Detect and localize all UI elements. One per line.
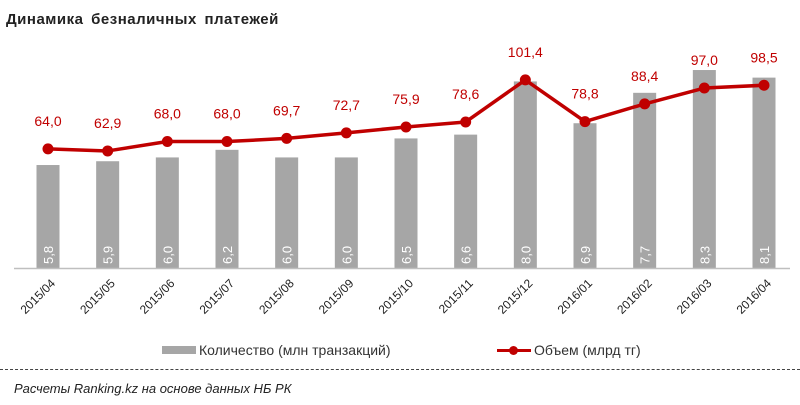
bar-label: 6,6 [459, 246, 474, 264]
bar [275, 157, 299, 268]
x-tick-label: 2016/02 [614, 276, 655, 317]
legend-line-swatch [497, 343, 531, 357]
bar-label: 5,9 [101, 246, 116, 264]
x-tick-label: 2015/08 [256, 276, 297, 317]
bar-label: 7,7 [638, 246, 653, 264]
line-label: 101,4 [508, 44, 543, 60]
x-tick-label: 2015/05 [77, 276, 118, 317]
legend: Количество (млн транзакций) Объем (млрд … [0, 342, 800, 362]
line-point [102, 145, 114, 157]
bar-label: 6,2 [220, 246, 235, 264]
bar-label: 6,9 [578, 246, 593, 264]
legend-item-count: Количество (млн транзакций) [162, 342, 391, 358]
bar-label: 8,0 [518, 246, 533, 264]
line-point [400, 121, 412, 133]
legend-bar-swatch [162, 346, 196, 354]
bar [633, 92, 657, 268]
line-label: 64,0 [34, 113, 61, 129]
x-tick-label: 2015/10 [376, 276, 417, 317]
line-point [519, 74, 531, 86]
x-tick-label: 2015/04 [18, 276, 59, 317]
bar [334, 157, 358, 268]
line-point [460, 116, 472, 128]
bar-label: 5,8 [41, 246, 56, 264]
bar-label: 6,0 [280, 246, 295, 264]
legend-item-volume: Объем (млрд тг) [497, 342, 641, 358]
line-label: 97,0 [691, 52, 718, 68]
line-label: 78,6 [452, 86, 479, 102]
line-point [281, 132, 293, 144]
x-tick-label: 2015/12 [495, 276, 536, 317]
x-tick-label: 2015/11 [436, 276, 476, 316]
bar [155, 157, 179, 268]
line-point [758, 79, 770, 91]
bar [573, 123, 597, 268]
bar [513, 81, 537, 268]
line-label: 62,9 [94, 115, 121, 131]
bar [36, 165, 60, 268]
line-point [221, 136, 233, 148]
x-tick-label: 2016/03 [674, 276, 715, 317]
source-note: Расчеты Ranking.kz на основе данных НБ Р… [14, 381, 292, 396]
chart-title: Динамика безналичных платежей [6, 11, 279, 28]
legend-label-count: Количество (млн транзакций) [199, 342, 391, 358]
x-tick-label: 2015/06 [137, 276, 178, 317]
line-point [42, 143, 54, 155]
line-label: 75,9 [392, 91, 419, 107]
line-point [161, 136, 173, 148]
bar [96, 161, 120, 268]
line-label: 98,5 [750, 49, 777, 65]
line-point [340, 127, 352, 139]
bar-label: 8,1 [757, 246, 772, 264]
x-tick-label: 2016/04 [734, 276, 775, 317]
bar [692, 70, 716, 269]
bar-label: 6,0 [160, 246, 175, 264]
x-tick-label: 2015/09 [316, 276, 357, 317]
x-tick-label: 2015/07 [197, 276, 238, 317]
bar [454, 134, 478, 268]
line-point [698, 82, 710, 94]
line-label: 69,7 [273, 102, 300, 118]
bar-label: 8,3 [697, 246, 712, 264]
bar-label: 6,0 [339, 246, 354, 264]
line-label: 72,7 [333, 97, 360, 113]
line-label: 88,4 [631, 68, 658, 84]
bar-label: 6,5 [399, 246, 414, 264]
chart-plot: 5,8 5,9 6,0 6,2 6,0 6,0 6,5 6,6 8,0 6,9 7,7 8,3 8,1 6… [14, 44, 790, 317]
line-point [639, 98, 651, 110]
bar [215, 149, 239, 268]
line-label: 68,0 [154, 106, 181, 122]
line-label: 68,0 [213, 106, 240, 122]
divider [0, 369, 800, 370]
line-label: 78,8 [571, 86, 598, 102]
bar [752, 77, 776, 269]
x-tick-label: 2016/01 [555, 276, 596, 317]
bar [394, 138, 418, 268]
legend-label-volume: Объем (млрд тг) [534, 342, 641, 358]
line-point [579, 116, 591, 128]
